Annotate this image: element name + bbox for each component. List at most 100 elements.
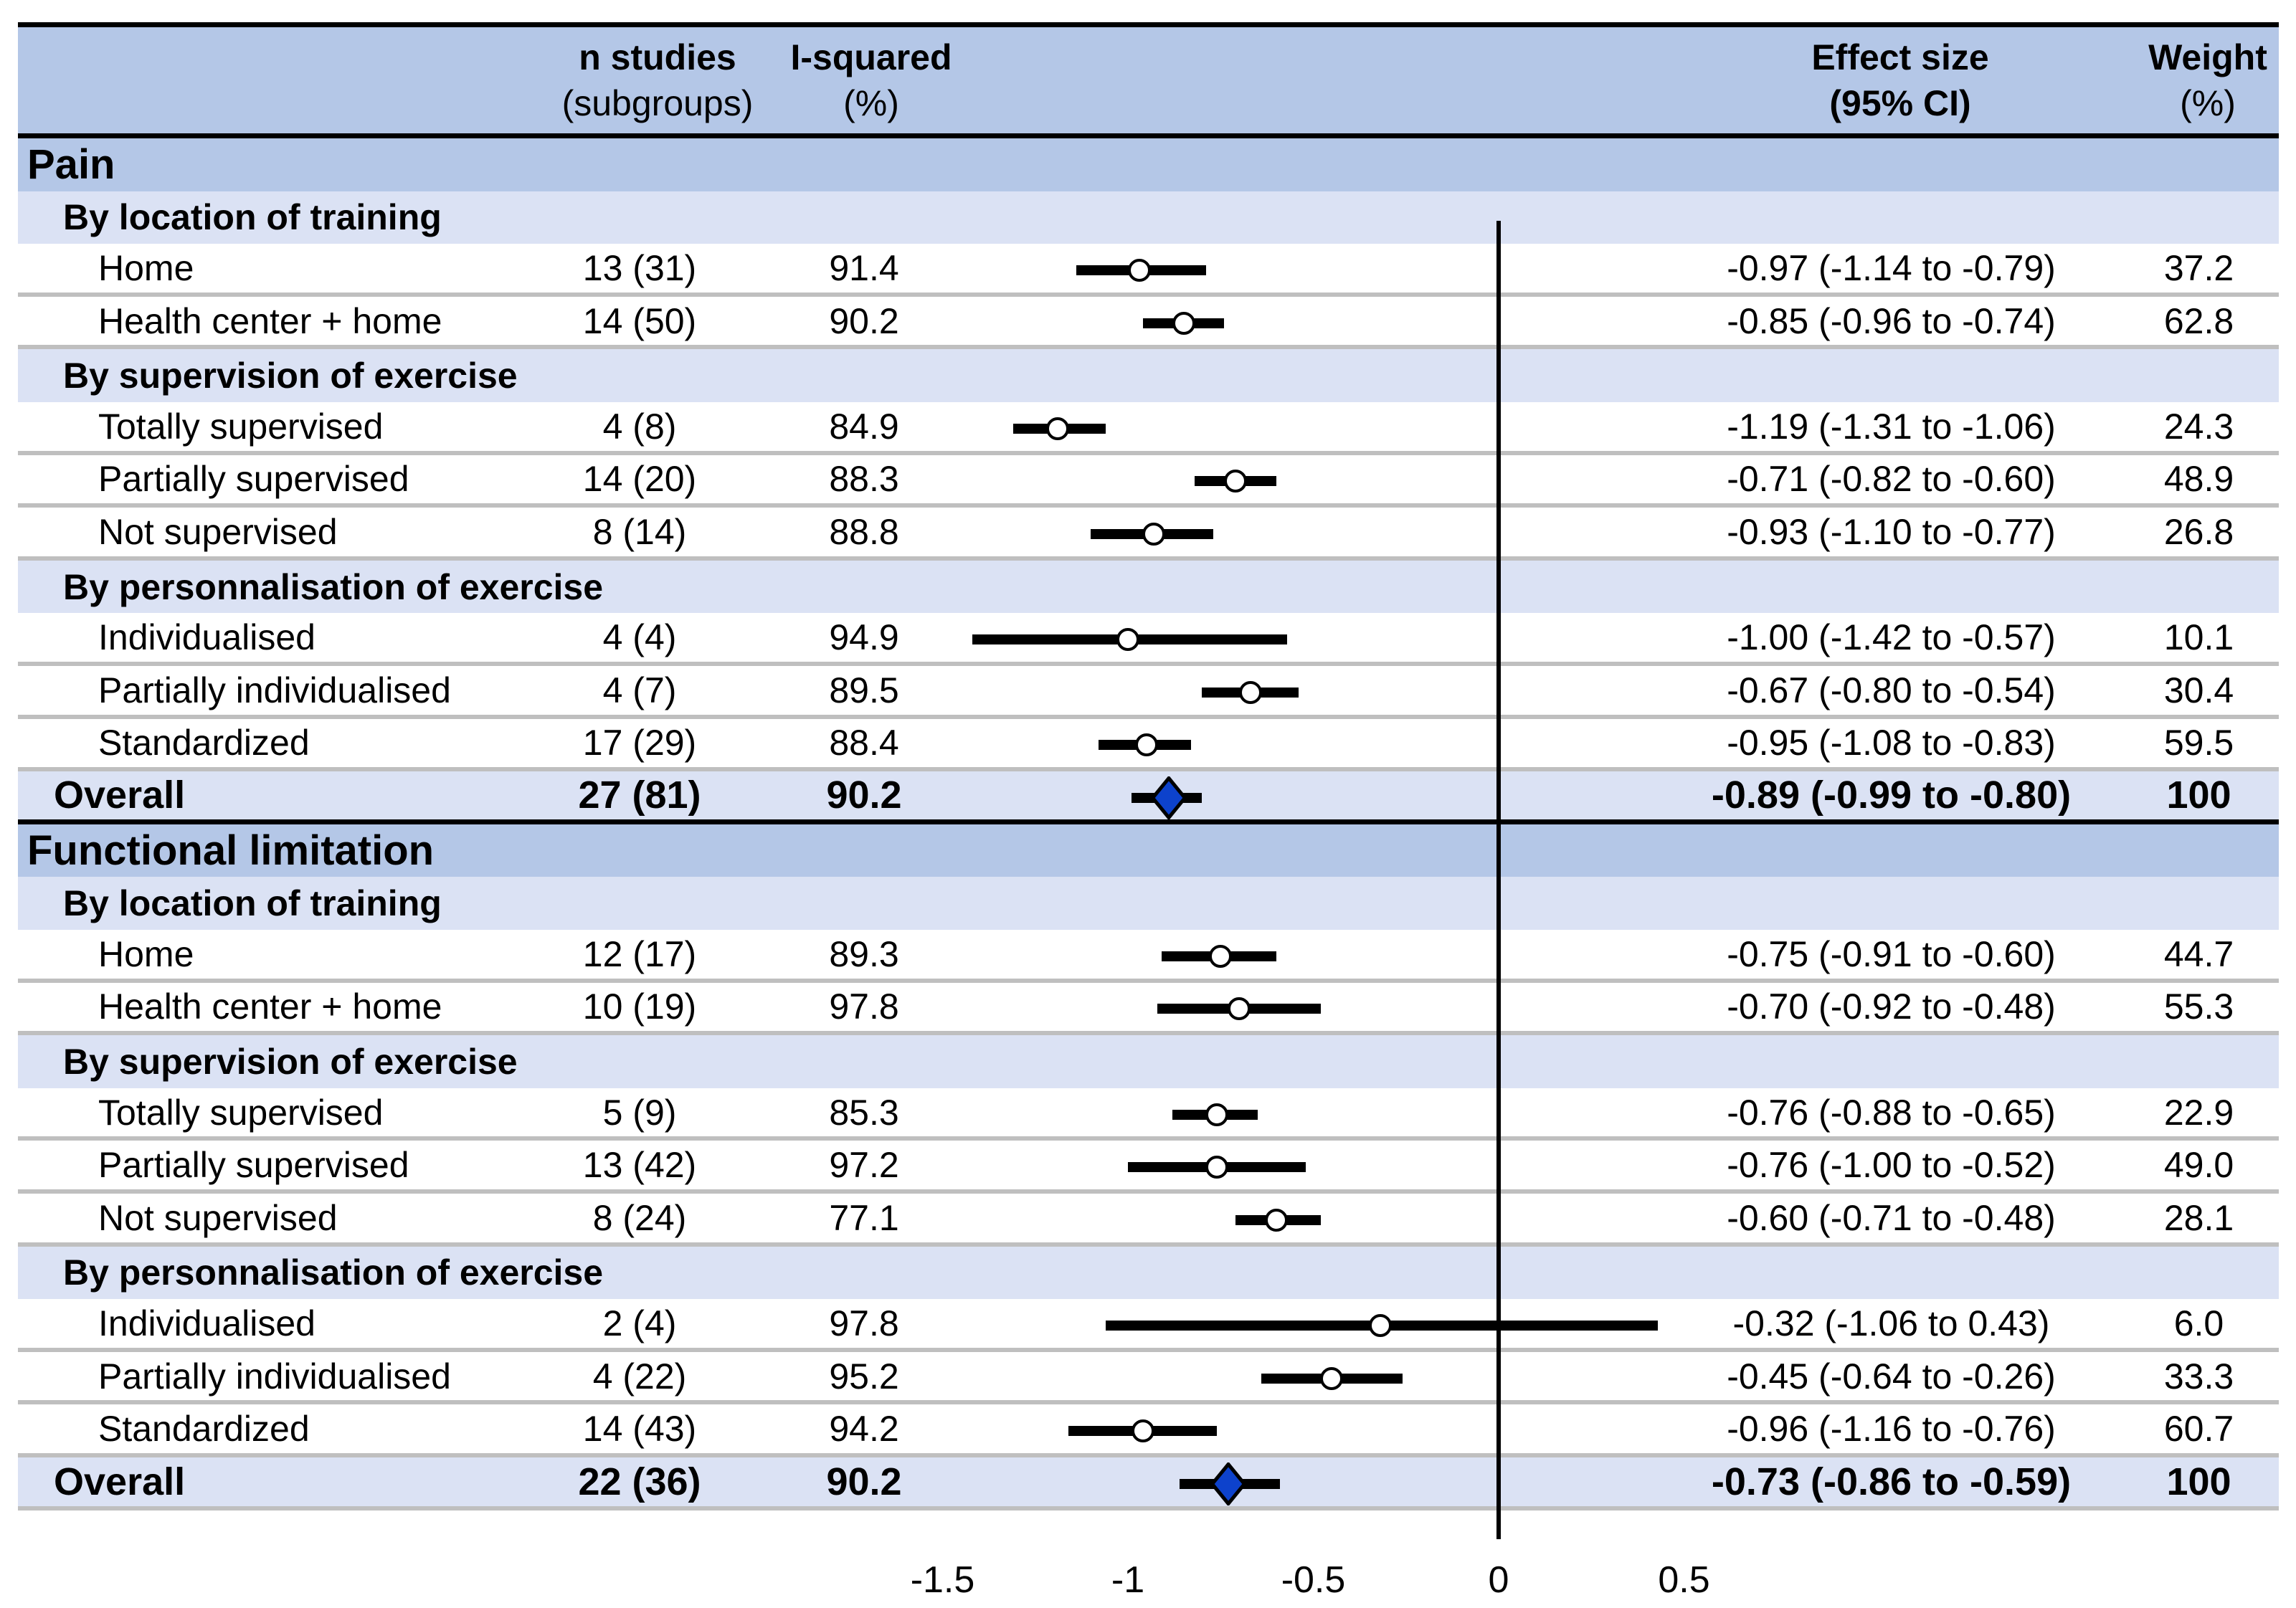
point-estimate-marker xyxy=(1228,997,1251,1021)
axis-tick-label: 0.5 xyxy=(1658,1559,1710,1601)
point-estimate-marker xyxy=(1205,1156,1229,1179)
n-studies-cell: 14 (43) xyxy=(582,1409,697,1450)
n-studies-cell: 22 (36) xyxy=(578,1460,701,1503)
point-estimate-marker xyxy=(1209,944,1233,968)
i-squared-cell: 90.2 xyxy=(829,300,899,341)
weight-cell: 22.9 xyxy=(2163,1092,2234,1133)
i-squared-cell: 97.2 xyxy=(829,1145,899,1186)
table-row: Partially supervised 14 (20) 88.3 -0.71 (-0… xyxy=(18,455,2279,508)
n-studies-cell: 4 (4) xyxy=(602,617,677,658)
subgroup-heading: By location of training xyxy=(63,883,442,924)
point-estimate-marker xyxy=(1127,259,1151,282)
effect-size-cell: -0.96 (-1.16 to -0.76) xyxy=(1727,1409,2056,1450)
i-squared-cell: 95.2 xyxy=(829,1356,899,1397)
column-header-i-squared-line1: I-squared xyxy=(790,37,952,77)
subhead-row: By location of training xyxy=(18,191,2279,244)
subhead-row: By personnalisation of exercise xyxy=(18,560,2279,614)
effect-size-cell: -0.97 (-1.14 to -0.79) xyxy=(1727,247,2056,288)
i-squared-cell: 94.2 xyxy=(829,1409,899,1450)
section-row: Functional limitation xyxy=(18,824,2279,877)
column-header-weight: Weight (%) xyxy=(2119,34,2296,126)
effect-size-cell: -0.71 (-0.82 to -0.60) xyxy=(1727,459,2056,500)
table-row: Totally supervised 5 (9) 85.3 -0.76 (-0.88 … xyxy=(18,1088,2279,1141)
n-studies-cell: 14 (20) xyxy=(582,459,697,500)
weight-cell: 24.3 xyxy=(2163,406,2234,447)
weight-cell: 37.2 xyxy=(2163,247,2234,288)
weight-cell: 30.4 xyxy=(2163,670,2234,710)
point-estimate-marker xyxy=(1131,1419,1154,1443)
i-squared-cell: 84.9 xyxy=(829,406,899,447)
i-squared-cell: 90.2 xyxy=(826,1460,902,1503)
row-label: Standardized xyxy=(98,723,310,763)
point-estimate-marker xyxy=(1045,417,1069,440)
axis-tick-label: -1.5 xyxy=(910,1559,975,1601)
effect-size-cell: -0.93 (-1.10 to -0.77) xyxy=(1727,511,2056,552)
column-header-weight-line2: (%) xyxy=(2180,83,2236,123)
subgroup-heading: By location of training xyxy=(63,197,442,238)
n-studies-cell: 14 (50) xyxy=(582,300,697,341)
i-squared-cell: 90.2 xyxy=(826,774,902,817)
effect-size-cell: -0.73 (-0.86 to -0.59) xyxy=(1711,1460,2072,1503)
weight-cell: 49.0 xyxy=(2163,1145,2234,1186)
effect-size-cell: -0.67 (-0.80 to -0.54) xyxy=(1727,670,2056,710)
effect-size-cell: -0.89 (-0.99 to -0.80) xyxy=(1711,774,2072,817)
n-studies-cell: 10 (19) xyxy=(582,986,697,1027)
weight-cell: 55.3 xyxy=(2163,986,2234,1027)
overall-diamond-marker xyxy=(1210,1462,1246,1505)
row-label: Overall xyxy=(54,1460,186,1503)
n-studies-cell: 13 (31) xyxy=(582,247,697,288)
column-header-n-studies-line2: (subgroups) xyxy=(561,83,754,123)
i-squared-cell: 88.3 xyxy=(829,459,899,500)
effect-size-cell: -0.75 (-0.91 to -0.60) xyxy=(1727,933,2056,974)
subgroup-heading: By supervision of exercise xyxy=(63,356,518,396)
table-row: Not supervised 8 (24) 77.1 -0.60 (-0.71 to … xyxy=(18,1194,2279,1247)
n-studies-cell: 4 (22) xyxy=(592,1356,687,1397)
row-label: Totally supervised xyxy=(98,1092,384,1133)
effect-size-cell: -0.85 (-0.96 to -0.74) xyxy=(1727,300,2056,341)
weight-cell: 100 xyxy=(2166,774,2231,817)
n-studies-cell: 8 (24) xyxy=(592,1197,687,1238)
weight-cell: 33.3 xyxy=(2163,1356,2234,1397)
effect-size-cell: -0.32 (-1.06 to 0.43) xyxy=(1732,1303,2050,1343)
row-label: Partially supervised xyxy=(98,1145,409,1186)
point-estimate-marker xyxy=(1264,1208,1288,1232)
i-squared-cell: 88.4 xyxy=(829,723,899,763)
column-header-effect-size: Effect size (95% CI) xyxy=(1664,34,2137,126)
row-label: Standardized xyxy=(98,1409,310,1450)
weight-cell: 62.8 xyxy=(2163,300,2234,341)
n-studies-cell: 12 (17) xyxy=(582,933,697,974)
i-squared-cell: 89.5 xyxy=(829,670,899,710)
effect-size-cell: -0.76 (-1.00 to -0.52) xyxy=(1727,1145,2056,1186)
section-row: Pain xyxy=(18,138,2279,191)
subgroup-heading: By supervision of exercise xyxy=(63,1041,518,1082)
subhead-row: By location of training xyxy=(18,877,2279,930)
effect-size-cell: -0.95 (-1.08 to -0.83) xyxy=(1727,723,2056,763)
row-label: Partially individualised xyxy=(98,1356,451,1397)
row-label: Home xyxy=(98,933,194,974)
column-header-effect-size-line2: (95% CI) xyxy=(1829,83,1971,123)
i-squared-cell: 77.1 xyxy=(829,1197,899,1238)
table-row: Partially individualised 4 (22) 95.2 -0.45 … xyxy=(18,1351,2279,1405)
overall-row: Overall 22 (36) 90.2 -0.73 (-0.86 to -0.59)… xyxy=(18,1457,2279,1511)
n-studies-cell: 4 (8) xyxy=(602,406,677,447)
weight-cell: 28.1 xyxy=(2163,1197,2234,1238)
weight-cell: 10.1 xyxy=(2163,617,2234,658)
table-row: Partially individualised 4 (7) 89.5 -0.67 (… xyxy=(18,666,2279,719)
point-estimate-marker xyxy=(1142,523,1166,546)
i-squared-cell: 94.9 xyxy=(829,617,899,658)
row-label: Home xyxy=(98,247,194,288)
row-label: Health center + home xyxy=(98,300,442,341)
axis-tick-label: 0 xyxy=(1488,1559,1509,1601)
i-squared-cell: 89.3 xyxy=(829,933,899,974)
effect-size-cell: -0.70 (-0.92 to -0.48) xyxy=(1727,986,2056,1027)
subhead-row: By supervision of exercise xyxy=(18,349,2279,402)
n-studies-cell: 17 (29) xyxy=(582,723,697,763)
row-label: Overall xyxy=(54,774,186,817)
n-studies-cell: 5 (9) xyxy=(602,1092,677,1133)
point-estimate-marker xyxy=(1116,628,1139,652)
column-header-i-squared: I-squared (%) xyxy=(721,34,1022,126)
subhead-row: By supervision of exercise xyxy=(18,1035,2279,1088)
row-label: Individualised xyxy=(98,617,316,658)
table-row: Health center + home 10 (19) 97.8 -0.70 (-0… xyxy=(18,982,2279,1036)
